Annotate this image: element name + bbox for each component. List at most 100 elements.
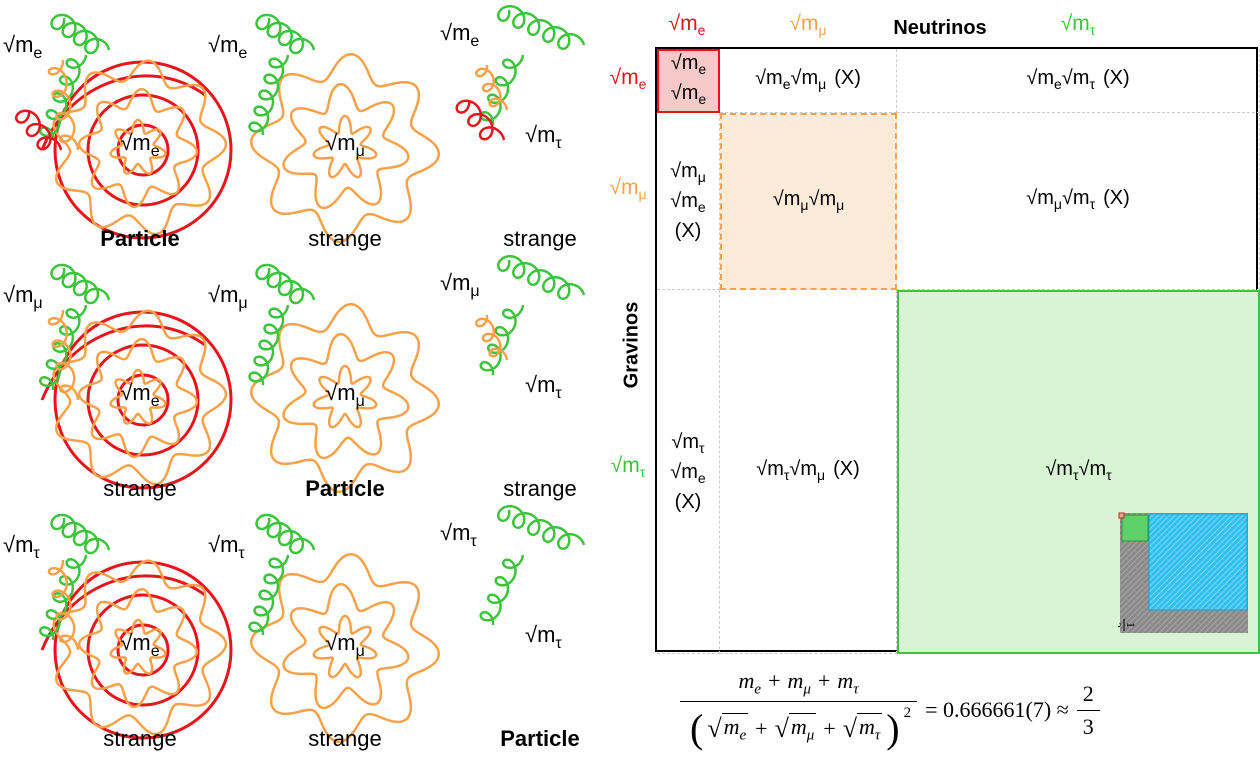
wavy-loop: [109, 618, 167, 675]
sqrt-m: √m: [120, 380, 150, 405]
spiral-ring: [86, 93, 200, 207]
cell-line: √me: [670, 189, 705, 219]
sqrt-mass-label: √mτ: [208, 532, 245, 562]
sqrt-m: √m: [668, 12, 698, 35]
cell-line: √mμ: [670, 159, 706, 189]
subscript: τ: [1106, 467, 1112, 483]
sqrt-m: √m: [525, 122, 555, 147]
subscript: μ: [817, 466, 826, 483]
sqrt-mass-label: √me: [440, 20, 479, 50]
inset-blue: [1148, 513, 1248, 611]
sqrt-mass-label: √me: [670, 460, 705, 490]
numerator: me + mμ + mτ: [733, 668, 865, 701]
matrix-cell: √mμ √me (X): [657, 113, 720, 290]
sqrt-mass-label: √mμ: [325, 130, 365, 160]
var: m: [837, 667, 854, 693]
wavy-loop: [282, 582, 410, 710]
sqrt-m: √m: [525, 622, 555, 647]
subscript: μ: [638, 186, 647, 203]
sqrt-m: √m: [1026, 187, 1054, 209]
squiggle: [255, 13, 316, 55]
wavy-loop: [109, 118, 167, 175]
sqrt-m: √m: [208, 282, 238, 307]
subscript: τ: [555, 385, 562, 402]
wavy-loop: [52, 559, 228, 736]
var: m: [723, 713, 740, 739]
radicand: mτ: [857, 712, 883, 744]
cell-text: (X): [674, 490, 702, 513]
sqrt-m: √m: [670, 160, 698, 182]
subscript: μ: [356, 143, 365, 160]
sqrt-m: √m: [120, 630, 150, 655]
subscript: μ: [697, 169, 706, 185]
squiggle: [496, 255, 586, 301]
sqrt-mass-label: √me: [670, 189, 705, 219]
sqrt-mass-label: √mμ: [809, 187, 845, 217]
subscript: μ: [238, 295, 247, 312]
sqrt-m: √m: [789, 12, 819, 35]
operator: +: [755, 715, 768, 741]
sqrt-m: √m: [208, 32, 238, 57]
sqrt-mass-label: √mμ: [791, 66, 827, 96]
operator: +: [823, 715, 836, 741]
subscript: e: [238, 45, 247, 62]
sqrt-mass-label: √mμ: [440, 270, 480, 300]
subscript: e: [697, 199, 706, 215]
subscript: τ: [853, 681, 859, 698]
sqrt-m: √m: [670, 460, 698, 483]
koide-formula: me + mμ + mτ(√ me + √ mμ + √ mτ) 2 = 0.666661(7) ≈2 3: [680, 662, 1250, 758]
wavy-loop: [77, 587, 199, 709]
var: m: [738, 667, 755, 693]
var: m: [859, 713, 875, 739]
cell-line: √mτ √mτ: [1045, 457, 1111, 487]
math-var: mμ: [791, 714, 814, 743]
main-fraction: me + mμ + mτ(√ me + √ mμ + √ mτ) 2: [680, 668, 918, 752]
var: m: [787, 667, 804, 693]
sqrt-mass-label: √mμ: [670, 159, 706, 189]
wavy-loop: [109, 368, 167, 425]
wavy-loop: [312, 114, 378, 179]
cell-line: √mτ √mμ (X): [756, 457, 860, 487]
cell-line: √mμ √mμ: [773, 187, 844, 217]
denominator: (√ me + √ mμ + √ mτ) 2: [680, 701, 918, 752]
spiral-ring: [86, 343, 200, 457]
wavy-loop: [282, 82, 410, 210]
sqrt-mass-label: √me: [120, 380, 159, 410]
sqrt-m: √m: [772, 187, 801, 210]
sqrt-mass-label: √mτ: [525, 122, 562, 152]
inset-green: [1121, 514, 1149, 542]
squiggle: [248, 54, 290, 136]
sqrt-m: √m: [610, 454, 640, 477]
operator: +: [817, 667, 831, 693]
inset-red: [1118, 512, 1125, 519]
matrix-cell: √mμ √mτ (X): [897, 113, 1260, 290]
sqrt-mass-label: √me: [671, 51, 706, 81]
wavy-loop: [77, 87, 199, 209]
fraction-den: 3: [1118, 622, 1124, 628]
subscript: μ: [803, 681, 811, 698]
subscript: τ: [33, 545, 40, 562]
squiggle: [496, 505, 586, 551]
caption: strange: [103, 476, 176, 501]
squiggle: [255, 263, 316, 305]
squiggle: [47, 59, 80, 151]
sqrt-m: √m: [440, 270, 470, 295]
radical-sign: √: [842, 714, 857, 744]
subscript: τ: [470, 533, 477, 550]
cell-line: √me: [670, 460, 705, 490]
caption: Particle: [100, 226, 180, 251]
caption: Particle: [305, 476, 385, 501]
sqrt-mass-label: √me: [120, 130, 159, 160]
sqrt-mass-label: √mτ: [671, 430, 704, 460]
sqrt-mass-label: √mτ: [525, 622, 562, 652]
squiggle: [479, 304, 525, 375]
subscript: μ: [33, 295, 42, 312]
wavy-loop: [312, 364, 378, 429]
squiggle: [248, 554, 290, 636]
sqrt-mass-label: √me: [671, 81, 706, 111]
